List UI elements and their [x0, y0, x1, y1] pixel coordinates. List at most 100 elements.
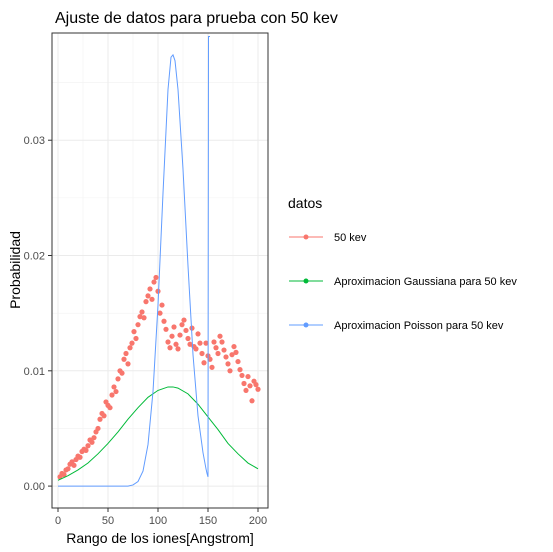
legend-item-gauss: Aproximacion Gaussiana para 50 kev: [289, 276, 517, 288]
panel-border: [51, 32, 269, 509]
data-point: [139, 309, 145, 315]
data-point: [129, 340, 135, 346]
y-tick-label: 0.03: [24, 135, 45, 147]
legend-item-poisson: Aproximacion Poisson para 50 kev: [289, 320, 504, 332]
data-point: [175, 346, 181, 352]
x-tick-label: 100: [149, 515, 167, 527]
data-point: [247, 383, 253, 389]
data-point: [151, 279, 157, 285]
data-point: [229, 352, 235, 358]
series-1: [57, 274, 261, 480]
data-point: [147, 286, 153, 292]
data-point: [241, 380, 247, 387]
data-point: [141, 315, 147, 321]
data-point: [211, 339, 217, 345]
data-point: [137, 314, 143, 320]
data-point: [163, 326, 169, 332]
y-axis-title: Probabilidad: [7, 231, 23, 309]
series-line: [57, 386, 259, 481]
data-point: [61, 471, 67, 478]
y-tick-label: 0.00: [24, 481, 45, 493]
data-point: [233, 349, 239, 355]
data-point: [217, 333, 223, 339]
data-point: [135, 322, 141, 328]
x-tick-label: 0: [55, 515, 61, 527]
data-point: [219, 339, 225, 345]
data-point: [237, 367, 243, 373]
legend-key-point: [303, 278, 309, 284]
data-point: [173, 341, 179, 347]
data-point: [181, 317, 187, 323]
data-point: [111, 384, 117, 390]
data-point: [253, 382, 259, 388]
data-point: [227, 368, 233, 374]
x-axis-title: Rango de los iones[Angstrom]: [66, 530, 254, 546]
data-point: [115, 376, 121, 382]
data-point: [97, 416, 103, 422]
data-point: [187, 341, 193, 347]
data-point: [109, 392, 115, 398]
data-point: [155, 288, 161, 294]
legend-label: Aproximacion Poisson para 50 kev: [334, 320, 504, 332]
data-point: [231, 343, 237, 350]
legend-key-point: [303, 234, 309, 240]
data-point: [197, 340, 203, 346]
data-point: [123, 350, 129, 357]
data-point: [145, 293, 151, 299]
series-line: [58, 35, 210, 487]
data-point: [159, 302, 165, 308]
series-3: [58, 35, 210, 487]
data-point: [177, 332, 183, 338]
data-point: [169, 333, 175, 339]
legend-title: datos: [288, 195, 322, 211]
legend-key-point: [303, 322, 309, 328]
data-point: [85, 443, 91, 449]
data-point: [239, 372, 245, 379]
data-point: [193, 346, 199, 352]
data-point: [243, 387, 249, 394]
data-point: [133, 335, 139, 342]
data-point: [161, 318, 167, 324]
data-point: [235, 358, 241, 365]
data-point: [201, 360, 207, 366]
data-point: [183, 327, 189, 334]
data-point: [65, 466, 71, 472]
data-point: [121, 356, 127, 362]
legend: datos 50 kev Aproximacion Gaussiana para…: [288, 195, 517, 332]
data-point: [107, 405, 113, 411]
data-point: [153, 274, 159, 281]
data-point: [83, 447, 89, 453]
data-point: [213, 345, 219, 351]
data-point: [165, 339, 171, 345]
legend-label: Aproximacion Gaussiana para 50 kev: [334, 276, 517, 288]
x-tick-label: 150: [199, 515, 217, 527]
data-point: [149, 296, 155, 302]
data-point: [89, 439, 95, 445]
series-2: [57, 386, 259, 481]
legend-item-50kev: 50 kev: [289, 232, 367, 244]
data-point: [199, 350, 205, 357]
data-point: [157, 310, 163, 316]
chart-title: Ajuste de datos para prueba con 50 kev: [55, 10, 338, 27]
data-point: [255, 386, 261, 392]
data-point: [167, 345, 173, 351]
data-point: [221, 347, 227, 353]
data-point: [101, 413, 107, 419]
data-point: [179, 322, 185, 328]
data-point: [91, 435, 97, 441]
data-point: [95, 425, 101, 432]
data-point: [223, 354, 229, 360]
y-tick-label: 0.01: [24, 366, 45, 378]
x-tick-label: 200: [249, 515, 267, 527]
data-point: [207, 356, 213, 362]
data-point: [125, 361, 131, 367]
data-point: [71, 462, 77, 468]
data-point: [195, 331, 201, 337]
x-axis: 0 50 100 150 200: [55, 508, 267, 527]
data-point: [119, 370, 125, 376]
data-point: [185, 335, 191, 342]
data-point: [77, 454, 83, 460]
series-layer: [57, 35, 261, 487]
data-point: [203, 340, 209, 346]
